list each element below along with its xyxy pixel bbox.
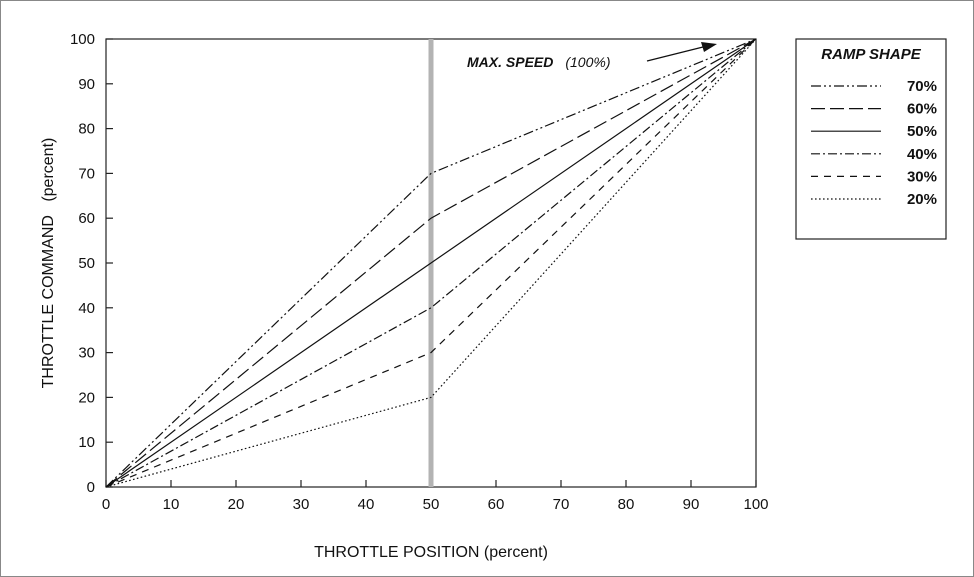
y-tick-label: 40	[78, 300, 95, 317]
y-tick-label: 0	[87, 479, 95, 496]
legend-label: 40%	[907, 146, 937, 163]
max-speed-text: MAX. SPEED (100%)	[467, 54, 611, 71]
y-tick-label: 100	[70, 31, 95, 48]
legend-label: 50%	[907, 123, 937, 140]
y-tick-label: 30	[78, 345, 95, 362]
legend-label: 30%	[907, 168, 937, 185]
max-speed-arrowhead	[701, 42, 717, 52]
y-tick-label: 60	[78, 210, 95, 227]
x-tick-label: 90	[683, 496, 700, 513]
series-line-40pct	[105, 38, 757, 488]
series-line-70pct	[105, 38, 757, 488]
legend-title: RAMP SHAPE	[821, 46, 921, 63]
max-speed-percent: (100%)	[565, 54, 610, 70]
max-speed-label: MAX. SPEED	[467, 54, 553, 70]
y-tick-label: 50	[78, 255, 95, 272]
x-tick-label: 0	[102, 496, 110, 513]
max-speed-annotation: MAX. SPEED (100%)	[467, 42, 717, 71]
series-line-50pct	[105, 38, 757, 488]
y-tick-label: 90	[78, 76, 95, 93]
legend-label: 20%	[907, 191, 937, 208]
y-axis-label: THROTTLE COMMAND (percent)	[40, 138, 57, 389]
series-line-20pct	[105, 38, 757, 488]
series-line-30pct	[105, 38, 757, 488]
x-tick-label: 50	[423, 496, 440, 513]
y-tick-label: 80	[78, 121, 95, 138]
x-tick-label: 30	[293, 496, 310, 513]
legend-label: 60%	[907, 101, 937, 118]
x-tick-label: 40	[358, 496, 375, 513]
x-axis-label: THROTTLE POSITION (percent)	[314, 544, 548, 561]
y-tick-label: 20	[78, 389, 95, 406]
legend: RAMP SHAPE 70% 60% 50% 40% 30% 20%	[795, 38, 947, 240]
x-axis-ticks: 0 10 20 30 40 50 60 70 80 90 100	[102, 480, 769, 513]
max-speed-arrow-line	[646, 46, 704, 62]
legend-items: 70% 60% 50% 40% 30% 20%	[811, 78, 937, 208]
x-tick-label: 80	[618, 496, 635, 513]
series-line-60pct	[105, 38, 757, 488]
y-tick-label: 70	[78, 165, 95, 182]
legend-box	[795, 38, 947, 240]
y-tick-label: 10	[78, 434, 95, 451]
legend-label: 70%	[907, 78, 937, 95]
x-tick-label: 60	[488, 496, 505, 513]
series-layer	[105, 38, 757, 488]
x-tick-label: 100	[743, 496, 768, 513]
x-tick-label: 20	[228, 496, 245, 513]
x-tick-label: 70	[553, 496, 570, 513]
x-tick-label: 10	[163, 496, 180, 513]
